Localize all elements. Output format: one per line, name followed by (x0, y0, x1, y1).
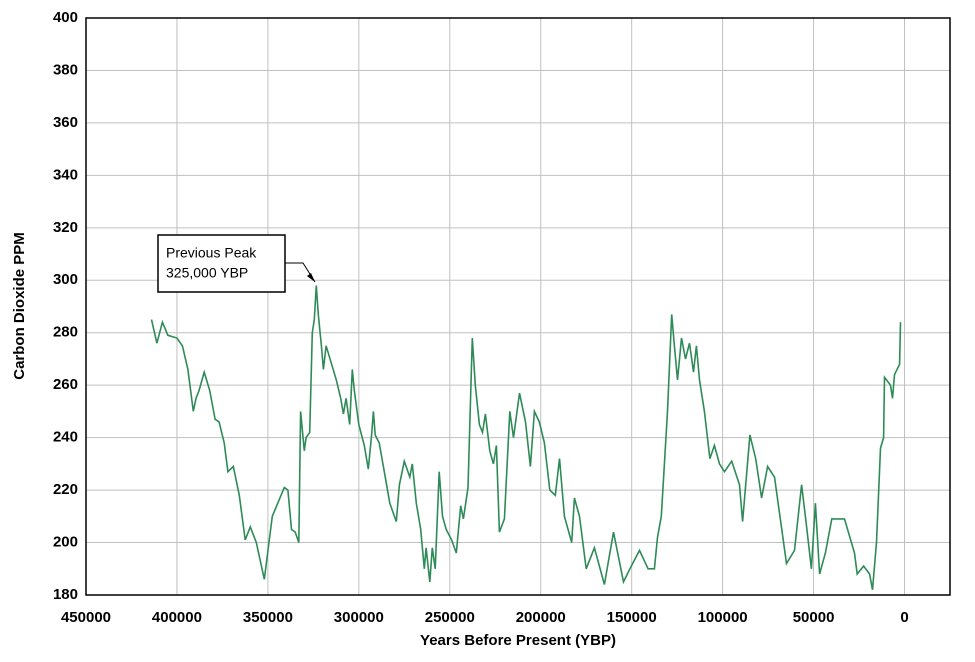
x-tick-label: 450000 (61, 609, 111, 626)
plot (150, 285, 902, 590)
y-tick-label: 220 (53, 481, 78, 498)
x-tick-label: 150000 (607, 609, 657, 626)
annotation-arrowhead (307, 273, 315, 282)
x-tick-label: 50000 (793, 609, 835, 626)
y-tick-label: 360 (53, 114, 78, 131)
x-tick-label: 200000 (516, 609, 566, 626)
y-tick-label: 240 (53, 429, 78, 446)
plot-frame (85, 17, 951, 596)
x-tick-label: 0 (900, 609, 908, 626)
x-tick-label: 300000 (334, 609, 384, 626)
annotation-line: 325,000 YBP (166, 265, 248, 281)
annotation-box (157, 234, 286, 293)
y-tick-label: 340 (53, 166, 78, 183)
y-tick-label: 400 (53, 9, 78, 26)
y-tick-label: 200 (53, 534, 78, 551)
y-axis-label: Carbon Dioxide PPM (11, 232, 28, 380)
y-tick-label: 260 (53, 376, 78, 393)
x-tick-label: 100000 (698, 609, 748, 626)
y-tick-label: 300 (53, 271, 78, 288)
y-tick-label: 180 (53, 586, 78, 603)
x-tick-label: 400000 (152, 609, 202, 626)
y-tick-label: 320 (53, 219, 78, 236)
y-tick-label: 380 (53, 61, 78, 78)
data-line (150, 285, 902, 590)
grid (85, 17, 950, 596)
x-tick-label: 350000 (243, 609, 293, 626)
annotation-arrow (285, 262, 316, 283)
x-tick-label: 250000 (425, 609, 475, 626)
y-tick-label: 280 (53, 324, 78, 341)
x-axis-label: Years Before Present (YBP) (420, 632, 616, 649)
annotation-line: Previous Peak (166, 245, 257, 261)
